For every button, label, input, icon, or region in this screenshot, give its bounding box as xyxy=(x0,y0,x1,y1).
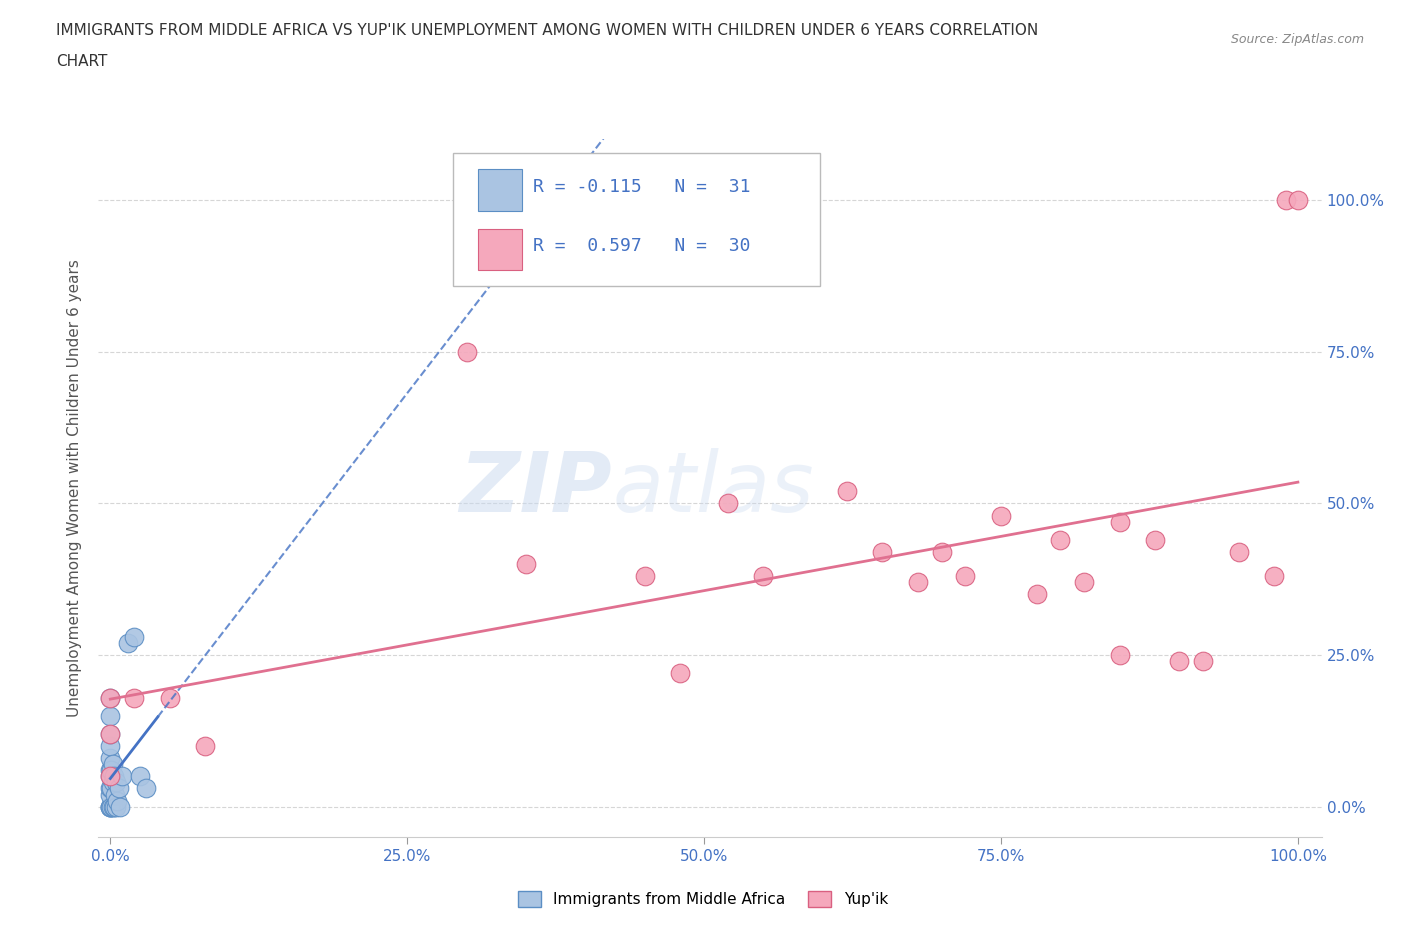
Point xyxy=(98,763,121,777)
Point xyxy=(107,793,129,808)
Text: R =  0.597   N =  30: R = 0.597 N = 30 xyxy=(533,236,751,255)
Text: ZIP: ZIP xyxy=(460,447,612,529)
Point xyxy=(122,630,145,644)
Point xyxy=(98,799,121,814)
Point xyxy=(103,769,125,784)
Point xyxy=(108,799,131,814)
Point xyxy=(1108,647,1130,662)
Text: CHART: CHART xyxy=(56,54,108,69)
Point xyxy=(669,666,692,681)
Point xyxy=(1144,532,1167,547)
Point xyxy=(107,781,129,796)
Point xyxy=(100,781,122,796)
Point xyxy=(515,557,537,572)
Point xyxy=(98,709,121,724)
Text: atlas: atlas xyxy=(612,447,814,529)
FancyBboxPatch shape xyxy=(453,153,820,286)
Point xyxy=(159,690,181,705)
Point xyxy=(101,757,124,772)
Point xyxy=(717,496,740,511)
Point xyxy=(98,769,121,784)
Point xyxy=(98,726,121,741)
Point xyxy=(1108,514,1130,529)
Point xyxy=(105,775,128,790)
Point xyxy=(1192,654,1215,669)
Point xyxy=(101,775,124,790)
Point xyxy=(907,575,929,590)
Point xyxy=(98,690,121,705)
Point xyxy=(990,508,1012,523)
Point xyxy=(456,344,478,359)
Point xyxy=(1263,569,1285,584)
Point xyxy=(117,635,139,650)
Point xyxy=(105,799,128,814)
Point xyxy=(634,569,657,584)
Point xyxy=(103,799,125,814)
Point xyxy=(835,484,858,498)
Point xyxy=(1049,532,1071,547)
Text: R = -0.115   N =  31: R = -0.115 N = 31 xyxy=(533,178,751,196)
Point xyxy=(100,799,122,814)
Point xyxy=(194,738,217,753)
Point xyxy=(1025,587,1047,602)
Point xyxy=(98,799,121,814)
Point xyxy=(100,763,122,777)
Point xyxy=(870,544,893,559)
Point xyxy=(1073,575,1095,590)
Point xyxy=(122,690,145,705)
Point xyxy=(752,569,775,584)
FancyBboxPatch shape xyxy=(478,229,522,270)
Point xyxy=(98,751,121,765)
Point xyxy=(98,769,121,784)
Point xyxy=(129,769,152,784)
Text: Source: ZipAtlas.com: Source: ZipAtlas.com xyxy=(1230,33,1364,46)
Legend: Immigrants from Middle Africa, Yup'ik: Immigrants from Middle Africa, Yup'ik xyxy=(512,884,894,913)
Point xyxy=(98,781,121,796)
Point xyxy=(1275,193,1298,207)
Point xyxy=(931,544,953,559)
Point xyxy=(1286,193,1309,207)
Point xyxy=(1227,544,1250,559)
Point xyxy=(135,781,157,796)
Point xyxy=(111,769,134,784)
Point xyxy=(1168,654,1191,669)
FancyBboxPatch shape xyxy=(478,169,522,211)
Point xyxy=(98,738,121,753)
Point xyxy=(98,799,121,814)
Point xyxy=(98,787,121,802)
Point xyxy=(98,690,121,705)
Point xyxy=(104,787,127,802)
Point xyxy=(955,569,977,584)
Point xyxy=(101,799,124,814)
Text: IMMIGRANTS FROM MIDDLE AFRICA VS YUP'IK UNEMPLOYMENT AMONG WOMEN WITH CHILDREN U: IMMIGRANTS FROM MIDDLE AFRICA VS YUP'IK … xyxy=(56,23,1039,38)
Point xyxy=(98,726,121,741)
Y-axis label: Unemployment Among Women with Children Under 6 years: Unemployment Among Women with Children U… xyxy=(67,259,83,717)
